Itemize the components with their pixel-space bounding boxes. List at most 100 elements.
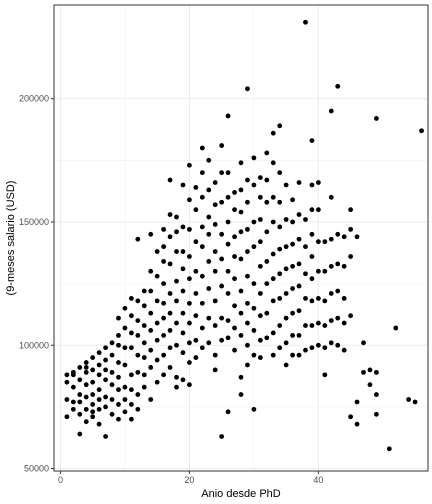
data-point <box>154 298 160 304</box>
data-point <box>270 352 276 358</box>
data-point <box>212 367 218 373</box>
data-points <box>64 19 424 452</box>
data-point <box>135 332 141 338</box>
data-point <box>128 313 134 319</box>
data-point <box>193 207 199 213</box>
data-point <box>77 399 83 405</box>
data-point <box>245 320 250 326</box>
data-point <box>354 399 360 405</box>
data-point <box>245 342 250 348</box>
data-point <box>154 337 160 343</box>
data-point <box>315 296 321 301</box>
data-point <box>154 273 160 279</box>
data-point <box>135 352 141 358</box>
data-point <box>251 328 257 333</box>
data-point <box>141 340 147 346</box>
data-point <box>303 323 308 328</box>
data-point <box>335 288 341 294</box>
data-point <box>296 236 302 242</box>
data-point <box>322 298 328 304</box>
data-point <box>257 217 263 222</box>
data-point <box>290 197 295 203</box>
data-point <box>77 431 83 437</box>
data-point <box>199 224 205 230</box>
data-point <box>257 313 263 319</box>
data-point <box>406 397 412 402</box>
data-point <box>199 300 205 306</box>
data-point <box>374 116 379 121</box>
data-point <box>245 199 250 205</box>
data-point <box>109 352 115 358</box>
data-point <box>367 367 373 373</box>
data-point <box>90 409 96 415</box>
data-point <box>219 337 225 343</box>
data-point <box>264 199 270 205</box>
data-point <box>335 231 341 237</box>
data-point <box>64 414 70 420</box>
data-point <box>103 345 108 351</box>
data-point <box>122 325 128 331</box>
data-point <box>257 355 263 360</box>
data-point <box>206 340 212 346</box>
data-point <box>199 244 205 250</box>
data-point <box>225 291 231 296</box>
data-point <box>83 369 89 375</box>
data-point <box>174 278 179 284</box>
data-point <box>148 288 154 294</box>
data-point <box>335 315 341 321</box>
data-point <box>199 325 205 331</box>
data-point <box>141 303 147 309</box>
data-point <box>309 138 315 144</box>
data-point <box>167 261 173 267</box>
data-point <box>212 222 218 227</box>
data-point <box>122 409 128 415</box>
data-point <box>193 185 199 190</box>
data-point <box>315 342 321 348</box>
data-point <box>128 345 134 351</box>
data-point <box>161 244 167 250</box>
data-point <box>309 345 315 351</box>
data-point <box>245 177 250 183</box>
data-point <box>141 288 147 294</box>
data-point <box>103 377 108 383</box>
data-point <box>270 130 276 136</box>
data-point <box>296 308 302 314</box>
grid-lines <box>54 5 428 471</box>
data-point <box>187 300 192 306</box>
data-point <box>270 194 276 200</box>
data-point <box>238 256 244 262</box>
x-axis-title: Anio desde PhD <box>201 488 281 500</box>
data-point <box>238 392 244 397</box>
data-point <box>367 382 373 388</box>
data-point <box>187 254 192 259</box>
data-point <box>238 187 244 193</box>
data-point <box>251 281 257 287</box>
data-point <box>225 219 231 225</box>
data-point <box>232 234 237 240</box>
data-point <box>328 108 334 114</box>
data-point <box>283 182 289 188</box>
data-point <box>283 315 289 321</box>
data-point <box>328 291 334 296</box>
data-point <box>90 379 96 385</box>
data-point <box>180 266 186 272</box>
data-point <box>296 352 302 358</box>
data-point <box>225 194 231 200</box>
data-point <box>257 337 263 343</box>
data-point <box>148 397 154 402</box>
data-point <box>309 323 315 328</box>
data-point <box>309 298 315 304</box>
data-point <box>167 310 173 316</box>
data-point <box>135 236 141 242</box>
data-point <box>206 231 212 237</box>
data-point <box>315 320 321 326</box>
data-point <box>128 330 134 336</box>
data-point <box>180 182 186 188</box>
data-point <box>277 170 283 176</box>
data-point <box>290 286 295 291</box>
y-tick-label: 50000 <box>24 464 49 474</box>
data-point <box>141 323 147 328</box>
data-point <box>180 310 186 316</box>
data-point <box>161 281 167 287</box>
data-point <box>122 345 128 351</box>
